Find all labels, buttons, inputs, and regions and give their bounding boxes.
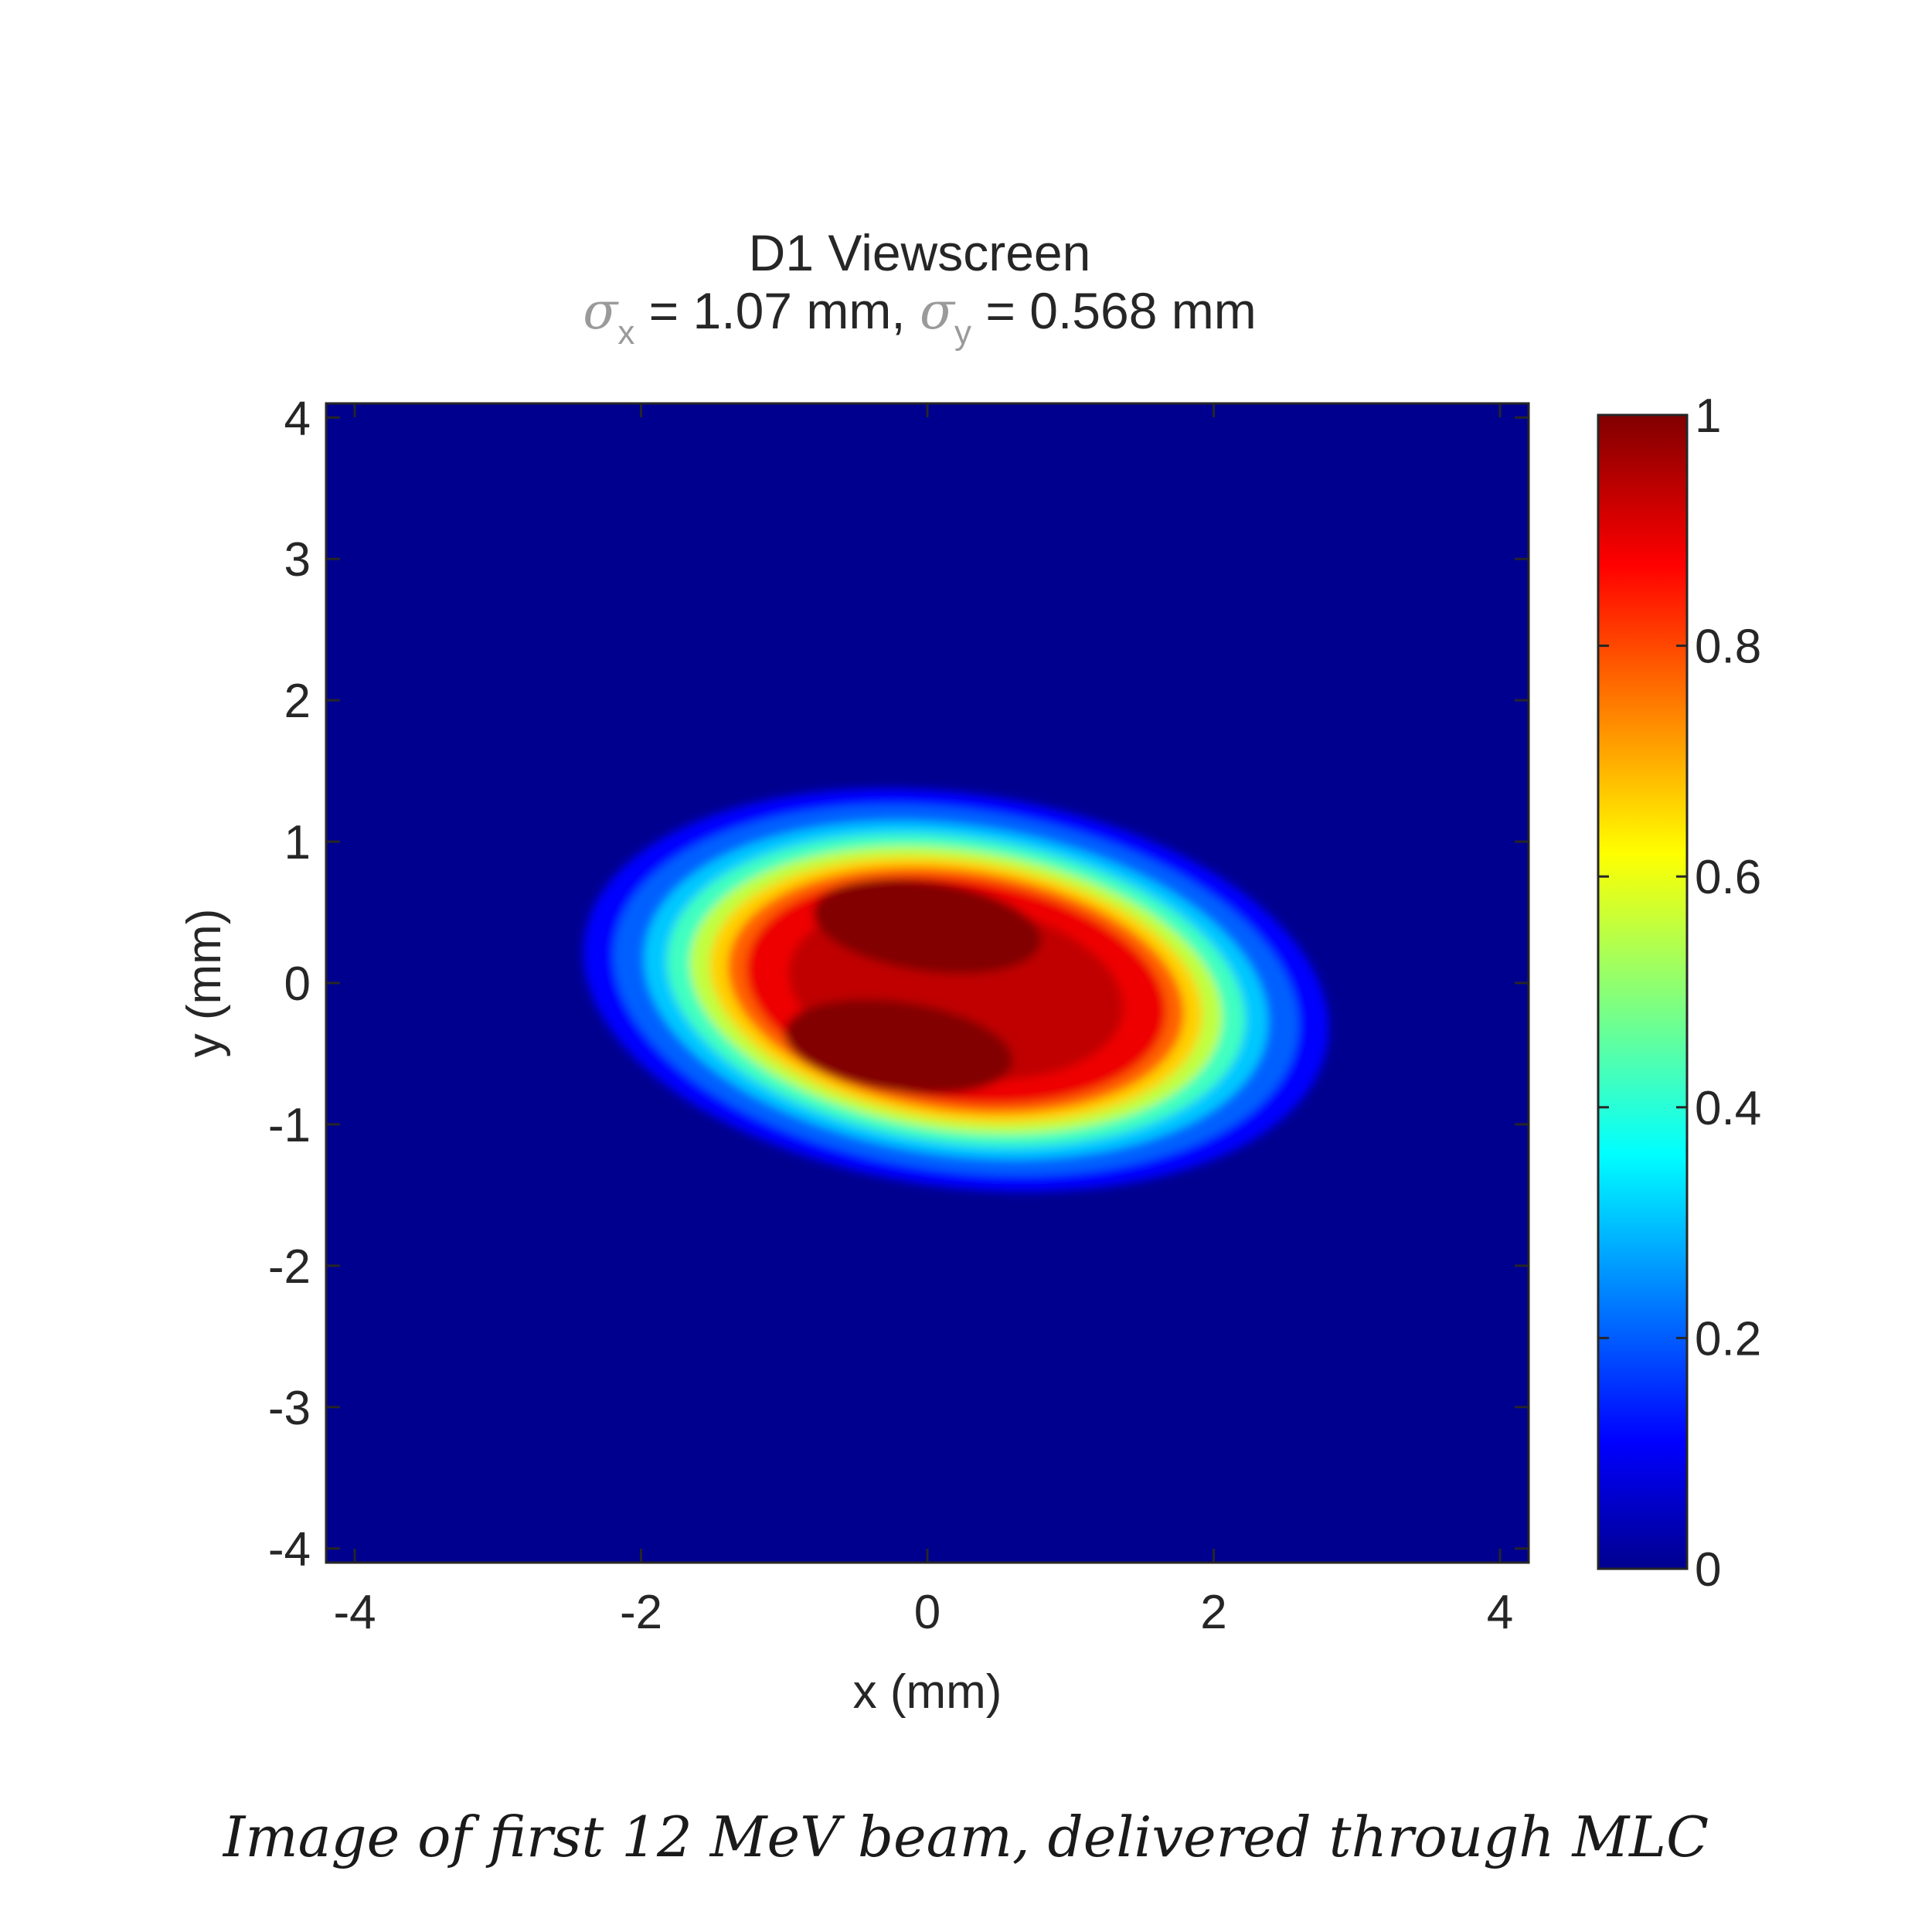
- colorbar-ticks: 0 0.2 0.4 0.6 0.8 1: [1598, 389, 1761, 1597]
- sigma-x-index: x: [617, 314, 634, 352]
- colorbar-tick-label: 0: [1695, 1543, 1721, 1597]
- plot-area: [326, 403, 1529, 1563]
- colorbar-tick-label: 0.6: [1695, 851, 1761, 904]
- colorbar-tick-label: 0.4: [1695, 1082, 1761, 1135]
- sigma-y-index: y: [954, 314, 971, 352]
- y-tick-label: -4: [268, 1523, 311, 1577]
- beam-peak: [813, 879, 1042, 975]
- x-axis-ticks: -4 -2 0 2 4: [333, 403, 1513, 1639]
- y-tick-label: -3: [268, 1382, 311, 1435]
- sigma-y-symbol: σ: [920, 281, 956, 341]
- x-tick-label: 0: [914, 1586, 940, 1639]
- x-tick-label: -4: [333, 1586, 376, 1639]
- chart-subtitle: σx = 1.07 mm, σy = 0.568 mm: [583, 281, 1256, 352]
- x-tick-label: -2: [620, 1586, 662, 1639]
- y-tick-label: 1: [284, 816, 311, 869]
- y-tick-label: -2: [268, 1240, 311, 1294]
- colorbar-tick-label: 1: [1695, 389, 1721, 443]
- colorbar: [1597, 413, 1689, 1570]
- y-axis-ticks: 4 3 2 1 0 -1 -2 -3 -4: [268, 392, 1529, 1577]
- chart-title: D1 Viewscreen: [749, 224, 1091, 281]
- colorbar-tick-label: 0.8: [1695, 621, 1761, 674]
- y-tick-label: 2: [284, 675, 311, 728]
- y-tick-label: 4: [284, 392, 311, 445]
- sigma-y-value: = 0.568 mm: [971, 282, 1257, 339]
- beam-peak: [784, 999, 1013, 1094]
- x-axis-label: x (mm): [853, 1665, 1002, 1719]
- y-tick-label: 3: [284, 533, 311, 587]
- figure-caption: Image of first 12 MeV beam, delivered th…: [223, 1804, 1709, 1869]
- y-tick-label: -1: [268, 1099, 311, 1152]
- y-tick-label: 0: [284, 957, 311, 1011]
- x-tick-label: 4: [1487, 1586, 1513, 1639]
- beam-spot: [583, 788, 1329, 1192]
- x-tick-label: 2: [1200, 1586, 1226, 1639]
- sigma-x-symbol: σ: [583, 281, 619, 341]
- sigma-x-value: = 1.07 mm,: [634, 282, 920, 339]
- colorbar-tick-label: 0.2: [1695, 1312, 1761, 1366]
- y-axis-label: y (mm): [178, 909, 231, 1058]
